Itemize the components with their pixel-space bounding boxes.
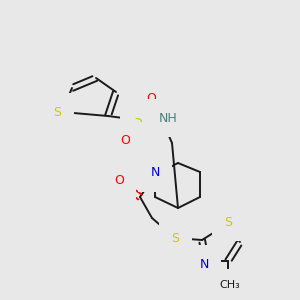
Text: S: S	[171, 232, 179, 244]
Text: S: S	[134, 113, 142, 127]
Text: N: N	[150, 167, 160, 179]
Text: NH: NH	[159, 112, 177, 124]
Text: O: O	[120, 134, 130, 148]
Text: S: S	[53, 106, 61, 118]
Text: S: S	[224, 215, 232, 229]
Text: N: N	[199, 257, 209, 271]
Text: CH₃: CH₃	[220, 280, 240, 290]
Text: O: O	[114, 175, 124, 188]
Text: O: O	[146, 92, 156, 106]
